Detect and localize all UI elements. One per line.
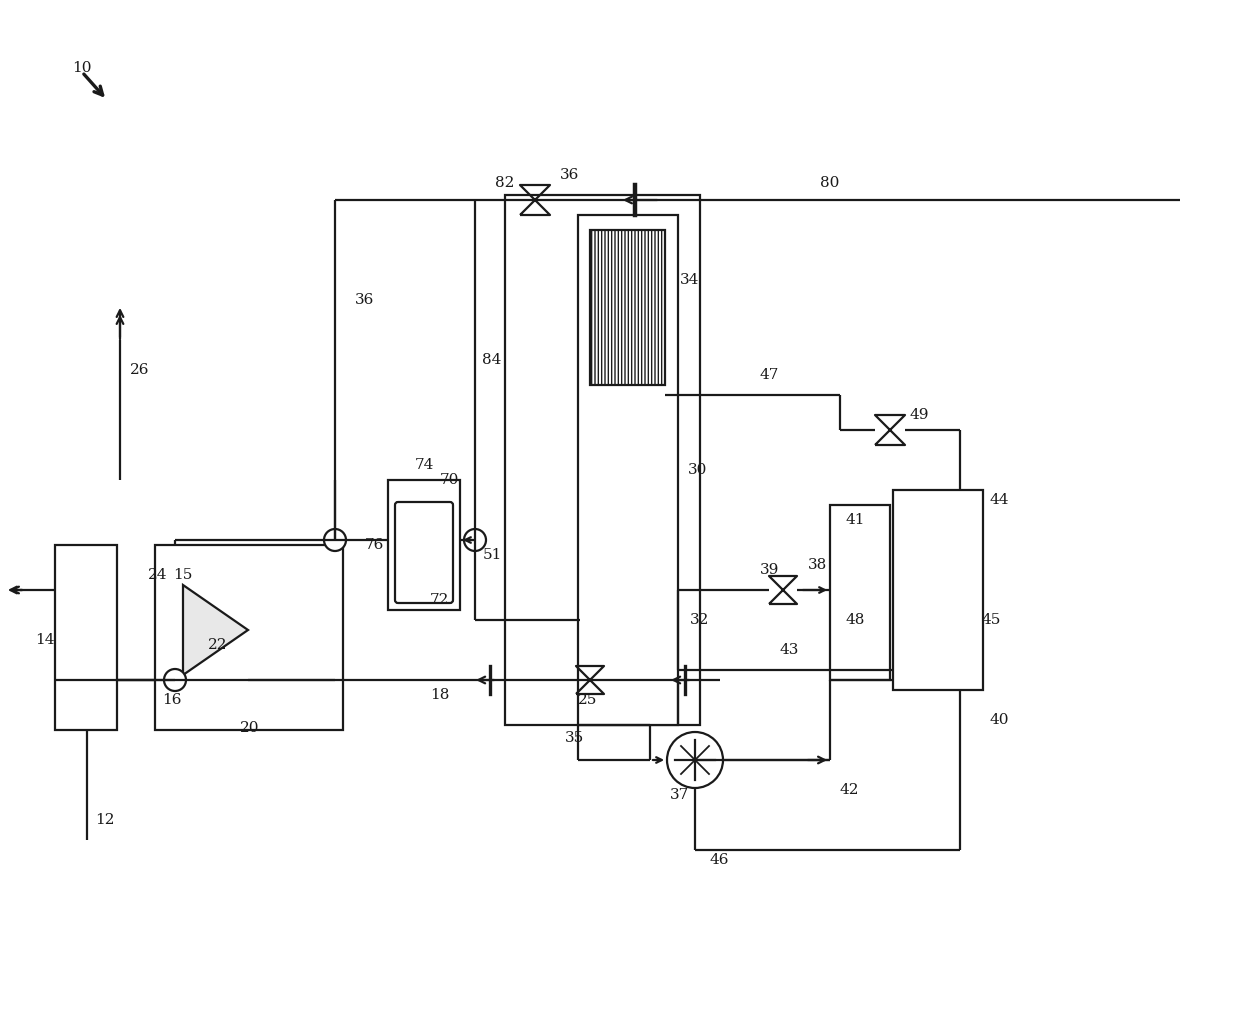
Text: 36: 36 — [560, 168, 579, 182]
Bar — [893, 490, 983, 690]
Text: 37: 37 — [670, 788, 689, 802]
Text: 70: 70 — [440, 473, 459, 487]
Polygon shape — [184, 585, 248, 675]
Circle shape — [164, 669, 186, 691]
Text: 40: 40 — [990, 713, 1009, 727]
Bar — [155, 545, 343, 730]
Text: 12: 12 — [95, 813, 114, 827]
Circle shape — [324, 529, 346, 551]
Text: 45: 45 — [982, 613, 1002, 627]
Bar — [830, 505, 890, 680]
Text: 15: 15 — [174, 568, 192, 582]
Circle shape — [667, 732, 723, 788]
Text: 48: 48 — [844, 613, 864, 627]
Bar — [590, 230, 665, 385]
Text: 42: 42 — [839, 783, 859, 797]
Text: 72: 72 — [430, 593, 449, 607]
Text: 38: 38 — [808, 558, 827, 572]
Text: 10: 10 — [72, 62, 92, 75]
Text: 30: 30 — [688, 463, 707, 477]
Text: 76: 76 — [365, 538, 384, 552]
Text: 80: 80 — [820, 176, 839, 190]
Text: 25: 25 — [578, 693, 598, 707]
Text: 18: 18 — [430, 688, 449, 702]
Bar — [388, 480, 460, 610]
Text: 46: 46 — [711, 853, 729, 867]
Text: 47: 47 — [760, 368, 780, 382]
Text: 39: 39 — [760, 563, 780, 577]
Bar — [55, 545, 117, 730]
Text: 41: 41 — [844, 512, 864, 527]
Text: 14: 14 — [35, 633, 55, 647]
Bar — [505, 195, 701, 725]
Text: 22: 22 — [208, 638, 227, 652]
FancyBboxPatch shape — [396, 502, 453, 603]
Circle shape — [464, 529, 486, 551]
Text: 49: 49 — [910, 408, 930, 422]
Text: 43: 43 — [780, 643, 800, 657]
Text: 34: 34 — [680, 273, 699, 287]
Text: 24: 24 — [148, 568, 167, 582]
Text: 16: 16 — [162, 693, 181, 707]
Text: 35: 35 — [565, 731, 584, 745]
Text: 84: 84 — [482, 353, 501, 367]
Text: 51: 51 — [484, 548, 502, 562]
Text: 20: 20 — [241, 721, 259, 735]
Bar — [578, 215, 678, 725]
Text: 74: 74 — [415, 458, 434, 472]
Text: 36: 36 — [355, 293, 374, 308]
Text: 32: 32 — [689, 613, 709, 627]
Text: 82: 82 — [495, 176, 515, 190]
Text: 44: 44 — [990, 493, 1009, 507]
Text: 26: 26 — [130, 363, 150, 377]
